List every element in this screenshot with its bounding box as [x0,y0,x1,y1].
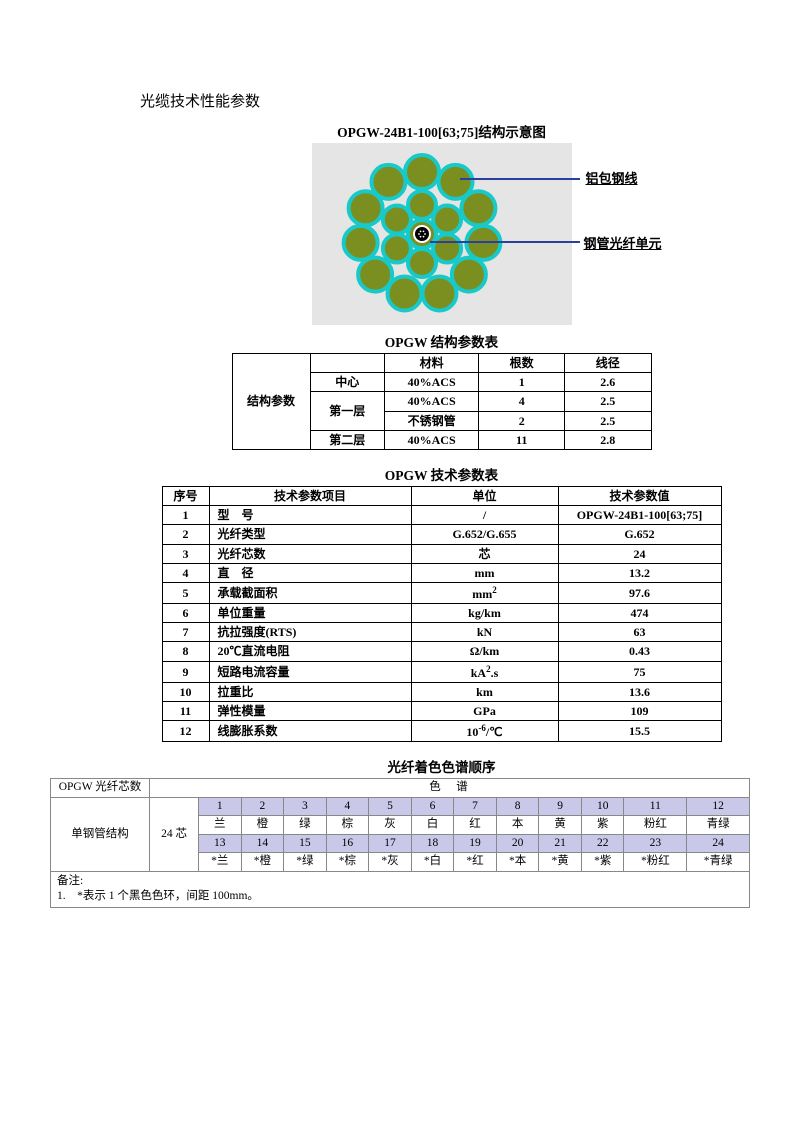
struct-table-title: OPGW 结构参数表 [140,331,743,351]
tech-table: 序号技术参数项目单位技术参数值1型 号/OPGW-24B1-100[63;75]… [162,486,722,742]
struct-table: 结构参数材料根数线径中心40%ACS12.6第一层40%ACS42.5不锈钢管2… [232,353,652,450]
color-table: OPGW 光纤芯数色 谱单钢管结构24 芯123456789101112兰橙绿棕… [50,778,750,908]
cable-diagram: 铝包钢线 钢管光纤单元 [312,143,572,325]
page-title: 光缆技术性能参数 [140,90,743,111]
callout-top: 铝包钢线 [584,168,640,187]
callout-bottom: 钢管光纤单元 [582,233,664,252]
diagram-title: OPGW-24B1-100[63;75]结构示意图 [140,121,743,141]
color-table-title: 光纤着色色谱顺序 [140,756,743,776]
tech-table-title: OPGW 技术参数表 [140,464,743,484]
